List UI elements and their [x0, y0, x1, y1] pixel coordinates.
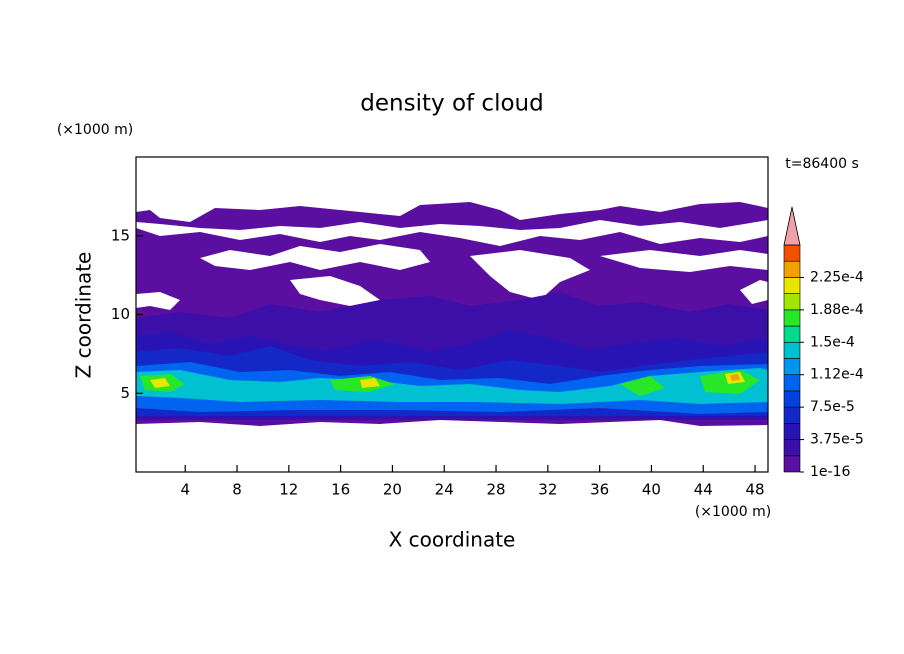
clear-gap: [470, 250, 590, 300]
colorbar-tick-label: 3.75e-5: [810, 432, 864, 448]
x-tick-label: 44: [694, 481, 713, 499]
x-tick-label: 20: [383, 481, 402, 499]
x-tick-label: 36: [590, 481, 609, 499]
colorbar-band: [783, 293, 801, 311]
clear-gap: [136, 292, 180, 310]
time-label: t=86400 s: [785, 156, 859, 172]
colorbar-band: [783, 244, 801, 262]
y-axis-label: Z coordinate: [72, 252, 96, 379]
colorbar-tick-label: 1.5e-4: [810, 334, 855, 350]
colorbar-band: [783, 260, 801, 278]
colorbar-band: [783, 309, 801, 327]
x-tick-label: 32: [538, 481, 557, 499]
clear-gap: [600, 250, 768, 272]
x-axis-label: X coordinate: [389, 528, 516, 552]
y-unit: (×1000 m): [57, 122, 133, 138]
colorbar-band: [783, 455, 801, 473]
colorbar-band: [783, 390, 801, 408]
contour-field: [136, 202, 768, 426]
y-tick-label: 5: [120, 384, 130, 402]
x-tick-label: 40: [642, 481, 661, 499]
y-tick-label: 15: [111, 226, 130, 244]
clear-gap: [200, 244, 430, 270]
x-tick-label: 48: [746, 481, 765, 499]
colorbar-band: [783, 341, 801, 359]
cloud-peak: [730, 374, 740, 381]
clear-gap: [290, 276, 380, 306]
x-tick-label: 8: [232, 481, 242, 499]
clear-gap: [740, 280, 768, 304]
clear-gap: [136, 220, 768, 246]
colorbar-band: [783, 358, 801, 376]
colorbar-band: [783, 374, 801, 392]
colorbar-tick-label: 1.88e-4: [810, 302, 864, 318]
x-tick-label: 24: [435, 481, 454, 499]
colorbar-band: [783, 423, 801, 440]
colorbar-band: [783, 325, 801, 343]
colorbar-band: [783, 277, 801, 294]
colorbar-tick-label: 1.12e-4: [810, 367, 864, 383]
x-tick-label: 12: [279, 481, 298, 499]
cloud-core: [140, 370, 760, 396]
y-tick-label: 10: [111, 305, 130, 323]
x-tick-label: 4: [180, 481, 190, 499]
colorbar-extend: [783, 206, 801, 246]
colorbar-tick-label: 7.5e-5: [810, 399, 855, 415]
x-tick-label: 16: [331, 481, 350, 499]
x-tick-label: 28: [486, 481, 505, 499]
cloud-core: [136, 368, 768, 404]
colorbar-tick-label: 2.25e-4: [810, 269, 864, 285]
colorbar-band: [783, 406, 801, 424]
x-unit: (×1000 m): [695, 504, 771, 520]
colorbar-tick-label: 1e-16: [810, 464, 850, 480]
chart-title: density of cloud: [360, 91, 543, 117]
colorbar-band: [783, 439, 801, 457]
